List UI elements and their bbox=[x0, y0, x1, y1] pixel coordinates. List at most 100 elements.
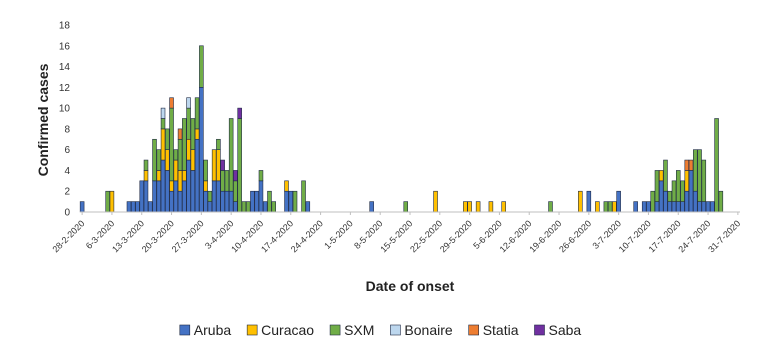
bar-segment-sxm bbox=[697, 149, 702, 202]
bar-segment-sxm bbox=[258, 170, 264, 182]
legend-item-curacao: Curacao bbox=[246, 322, 314, 338]
bar-segment-curacao bbox=[160, 128, 166, 161]
bar-segment-aruba bbox=[710, 201, 715, 213]
bar-segment-sxm bbox=[241, 201, 247, 213]
bar-segment-aruba bbox=[654, 201, 660, 213]
bar-segment-sxm bbox=[216, 138, 221, 150]
legend: Aruba Curacao SXM Bonaire Statia Saba bbox=[179, 322, 581, 338]
bar-segment-aruba bbox=[667, 201, 673, 213]
bar-segment-aruba bbox=[165, 170, 170, 213]
bar-segment-aruba bbox=[633, 201, 638, 213]
bar-segment-curacao bbox=[463, 201, 468, 213]
bar-segment-sxm bbox=[173, 149, 179, 161]
bar-segment-curacao bbox=[216, 149, 221, 182]
bar-segment-curacao bbox=[177, 170, 183, 192]
bar-segment-statia bbox=[177, 128, 183, 140]
bar-segment-sxm bbox=[177, 138, 183, 171]
bar-segment-sxm bbox=[169, 107, 174, 182]
bar-segment-sxm bbox=[190, 118, 196, 150]
legend-swatch bbox=[468, 324, 479, 336]
bar-segment-aruba bbox=[693, 190, 698, 213]
bar-segment-curacao bbox=[186, 138, 191, 161]
bar-segment-sxm bbox=[237, 118, 242, 213]
y-tick-label: 0 bbox=[64, 208, 70, 219]
bar-segment-aruba bbox=[641, 201, 647, 213]
bar-segment-curacao bbox=[501, 201, 506, 213]
bar-segment-sxm bbox=[548, 201, 553, 213]
y-tick-label: 16 bbox=[59, 41, 71, 52]
bar-segment-aruba bbox=[190, 170, 196, 213]
bar-segment-aruba bbox=[152, 180, 157, 213]
bar-segment-curacao bbox=[182, 170, 187, 182]
bar-segment-aruba bbox=[646, 201, 651, 213]
bar-segment-aruba bbox=[658, 180, 664, 213]
bar-segment-aruba bbox=[216, 180, 221, 213]
legend-item-aruba: Aruba bbox=[179, 322, 232, 338]
bar-segment-sxm bbox=[607, 201, 613, 213]
bar-segment-aruba bbox=[126, 201, 132, 213]
bar-segment-sxm bbox=[718, 190, 724, 213]
bar-segment-sxm bbox=[245, 201, 251, 213]
bar-segment-aruba bbox=[586, 190, 592, 213]
bar-segment-sxm bbox=[203, 159, 208, 182]
bar-segment-aruba bbox=[254, 190, 259, 213]
bar-segment-saba bbox=[237, 107, 242, 119]
bar-segment-aruba bbox=[675, 201, 681, 213]
bar-segment-curacao bbox=[284, 180, 289, 192]
bar-segment-aruba bbox=[186, 159, 191, 213]
bar-segment-sxm bbox=[224, 170, 230, 192]
bar-segment-sxm bbox=[165, 128, 170, 150]
bar-segment-sxm bbox=[228, 118, 234, 192]
bar-segment-sxm bbox=[701, 159, 707, 202]
bar-segment-aruba bbox=[705, 201, 711, 213]
legend-item-saba: Saba bbox=[534, 322, 581, 338]
bar-segment-aruba bbox=[194, 138, 200, 213]
legend-label: SXM bbox=[344, 322, 374, 338]
y-tick-label: 8 bbox=[64, 124, 70, 135]
bar-segment-aruba bbox=[288, 190, 294, 213]
bar-segment-curacao bbox=[156, 170, 162, 182]
x-axis-title: Date of onset bbox=[366, 278, 455, 294]
bar-segment-sxm bbox=[156, 149, 162, 171]
bar-segment-sxm bbox=[233, 180, 238, 202]
bars-layer bbox=[79, 45, 724, 213]
bar-segment-curacao bbox=[143, 170, 149, 182]
bar-segment-curacao bbox=[684, 170, 690, 192]
bar-segment-sxm bbox=[292, 190, 298, 213]
bar-segment-sxm bbox=[650, 190, 655, 213]
bar-segment-curacao bbox=[658, 170, 664, 182]
bar-segment-sxm bbox=[182, 118, 187, 171]
bar-segment-aruba bbox=[182, 180, 187, 213]
legend-swatch bbox=[246, 324, 258, 336]
bar-segment-aruba bbox=[701, 201, 707, 213]
bar-segment-aruba bbox=[143, 180, 149, 213]
bar-segment-curacao bbox=[612, 201, 617, 213]
y-tick-label: 2 bbox=[64, 187, 70, 198]
bar-segment-sxm bbox=[267, 190, 272, 213]
legend-swatch bbox=[390, 324, 401, 336]
bar-segment-aruba bbox=[156, 180, 162, 213]
legend-swatch bbox=[329, 324, 341, 336]
bar-segment-sxm bbox=[680, 180, 685, 202]
bar-segment-sxm bbox=[160, 118, 166, 130]
bar-segment-sxm bbox=[186, 107, 191, 140]
y-tick-label: 18 bbox=[59, 21, 71, 32]
legend-swatch bbox=[179, 324, 191, 336]
bar-segment-aruba bbox=[663, 190, 668, 213]
bar-segment-sxm bbox=[403, 201, 409, 213]
bar-segment-aruba bbox=[250, 190, 255, 213]
bar-segment-curacao bbox=[433, 190, 438, 213]
legend-label: Aruba bbox=[194, 322, 232, 338]
bar-segment-sxm bbox=[671, 180, 677, 202]
bar-segment-sxm bbox=[152, 138, 157, 182]
bar-segment-curacao bbox=[203, 180, 208, 192]
bar-segment-aruba bbox=[224, 190, 230, 213]
bar-segment-sxm bbox=[301, 180, 306, 213]
bar-segment-aruba bbox=[228, 190, 234, 213]
bar-segment-aruba bbox=[139, 180, 145, 213]
y-tick-label: 12 bbox=[59, 83, 71, 94]
bar-segment-sxm bbox=[105, 190, 110, 213]
bar-segment-sxm bbox=[220, 170, 225, 192]
bar-segment-curacao bbox=[109, 190, 115, 213]
